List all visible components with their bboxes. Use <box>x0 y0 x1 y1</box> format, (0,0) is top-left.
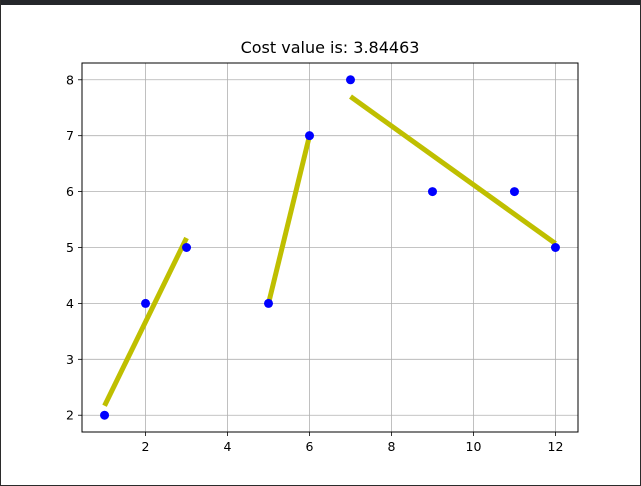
fit-line-segment <box>102 236 189 407</box>
x-tick-label: 10 <box>466 439 482 454</box>
x-tick-label: 12 <box>548 439 564 454</box>
x-tick-label: 4 <box>224 439 232 454</box>
y-tick-label: 2 <box>66 408 74 423</box>
y-tick-label: 3 <box>66 352 74 367</box>
x-tick-label: 2 <box>142 439 150 454</box>
y-tick-label: 8 <box>66 72 74 87</box>
data-point <box>550 243 560 252</box>
data-point <box>427 187 437 197</box>
data-points <box>100 75 560 420</box>
fit-line-segment <box>349 94 557 246</box>
data-point <box>100 410 110 420</box>
grid-lines <box>82 63 578 432</box>
window-top-bar <box>1 0 640 5</box>
x-tick-label: 6 <box>306 439 314 454</box>
data-point <box>182 243 192 252</box>
data-point <box>305 131 315 141</box>
y-tick-label: 4 <box>66 296 74 311</box>
plot-frame <box>81 62 579 433</box>
chart-title: Cost value is: 3.84463 <box>241 38 420 57</box>
y-tick-label: 7 <box>66 128 74 143</box>
data-point <box>141 298 151 308</box>
fit-lines <box>102 94 557 407</box>
axis-ticks: 2 4 6 8 10 12 2 3 4 5 6 7 8 <box>66 72 563 454</box>
x-tick-label: 8 <box>388 439 396 454</box>
data-point <box>509 187 519 197</box>
data-point <box>264 298 274 308</box>
y-tick-label: 6 <box>66 184 74 199</box>
fit-line-segment <box>266 135 312 305</box>
y-tick-label: 5 <box>66 240 74 255</box>
data-point <box>345 75 355 85</box>
